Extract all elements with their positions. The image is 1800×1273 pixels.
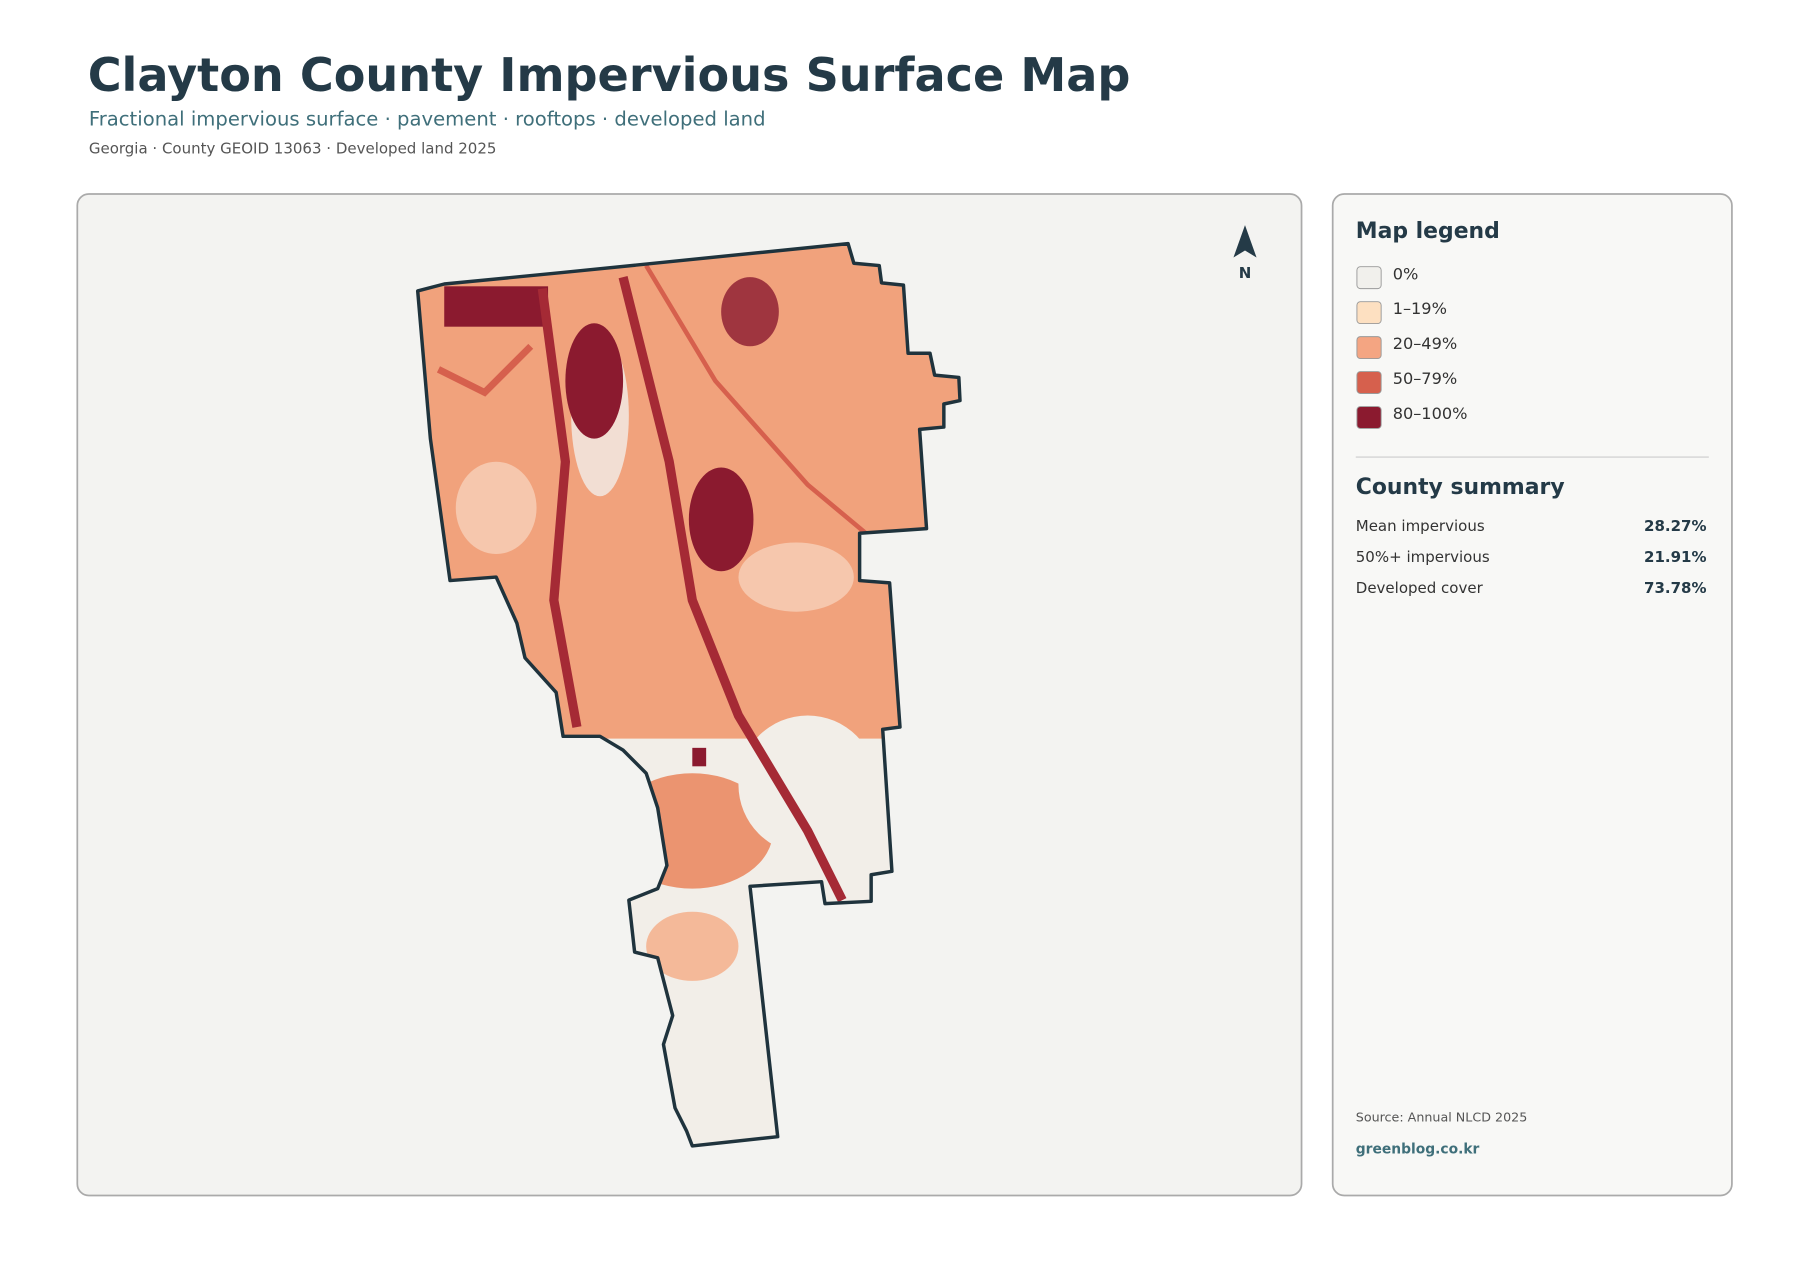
legend-label: 0%	[1393, 264, 1419, 283]
legend-swatch	[1356, 406, 1382, 429]
summary-rows: Mean impervious 28.27% 50%+ impervious 21.9…	[1356, 517, 1707, 597]
legend-panel	[1331, 193, 1733, 1197]
legend-label: 20–49%	[1393, 334, 1457, 353]
subtitle: Fractional impervious surface · pavement…	[89, 108, 766, 131]
north-arrow	[1233, 225, 1257, 258]
legend-items: 0% 1–19% 20–49% 50–79% 80–100%	[1356, 264, 1468, 429]
summary-label: Developed cover	[1356, 579, 1484, 597]
impervious-raster	[417, 243, 960, 1146]
summary-label: Mean impervious	[1356, 517, 1485, 535]
north-label: N	[1239, 264, 1252, 282]
legend-swatch	[1356, 336, 1382, 360]
summary-label: 50%+ impervious	[1356, 548, 1490, 566]
title: Clayton County Impervious Surface Map	[88, 48, 1131, 102]
summary-value: 21.91%	[1644, 548, 1706, 566]
legend-swatch	[1356, 301, 1382, 325]
legend-label: 1–19%	[1393, 299, 1447, 318]
summary-title: County summary	[1356, 475, 1565, 500]
site: greenblog.co.kr	[1356, 1141, 1480, 1157]
legend-swatch	[1356, 371, 1382, 394]
summary-value: 73.78%	[1644, 579, 1706, 597]
legend-label: 50–79%	[1393, 369, 1457, 388]
summary-value: 28.27%	[1644, 517, 1706, 535]
source: Source: Annual NLCD 2025	[1356, 1110, 1528, 1125]
legend-label: 80–100%	[1393, 404, 1468, 423]
legend-swatch	[1356, 266, 1382, 290]
meta: Georgia · County GEOID 13063 · Developed…	[89, 140, 497, 158]
legend-title: Map legend	[1356, 219, 1500, 244]
county-outline	[415, 241, 962, 1148]
